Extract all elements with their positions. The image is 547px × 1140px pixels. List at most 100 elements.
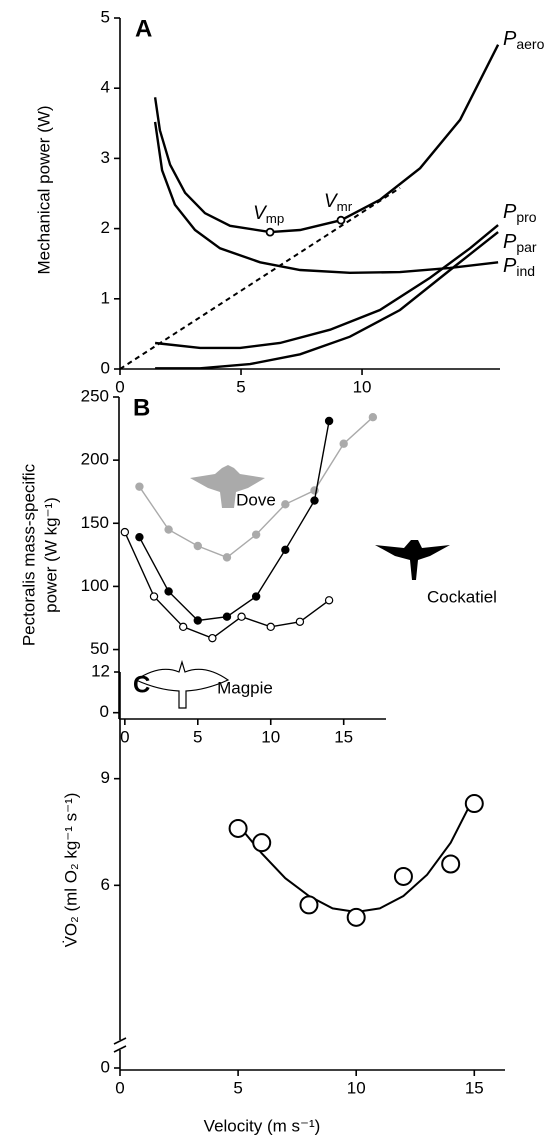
- series-label-sub: par: [516, 239, 537, 255]
- data-point: [324, 596, 334, 605]
- data-point: [295, 617, 305, 626]
- series-label: Cockatiel: [427, 587, 497, 606]
- data-point: [135, 482, 144, 491]
- data-point: [237, 612, 246, 621]
- series-label-main: P: [503, 255, 517, 277]
- data-point: [193, 616, 202, 625]
- data-point: [252, 833, 272, 853]
- series-label: Ppro: [503, 201, 537, 224]
- data-point: [228, 818, 248, 838]
- speed-marker: [265, 227, 275, 237]
- data-point: [222, 612, 232, 621]
- data-point: [281, 500, 290, 509]
- magpie-silhouette: [134, 659, 230, 709]
- data-point: [149, 592, 159, 601]
- y-tick-label: 3: [101, 148, 110, 167]
- data-point: [393, 866, 413, 886]
- data-point: [346, 907, 366, 927]
- y-tick-label: 9: [101, 768, 110, 787]
- y-axis-label: V̇O₂ (ml O₂ kg⁻¹ s⁻¹): [61, 793, 80, 948]
- series-label-sub: ind: [516, 263, 535, 279]
- x-tick-label: 0: [115, 377, 124, 396]
- series-label-main: P: [503, 201, 517, 223]
- y-tick-label: 150: [81, 513, 109, 532]
- x-tick-label: 15: [465, 1078, 484, 1097]
- speed-label: Vmp: [253, 203, 284, 226]
- data-point: [299, 895, 319, 915]
- x-tick-label: 0: [120, 727, 129, 746]
- speed-label: Vmr: [324, 191, 353, 214]
- y-tick-label: 2: [101, 218, 110, 237]
- speed-marker: [336, 215, 346, 225]
- y-tick-label: 0: [101, 358, 110, 377]
- data-point: [464, 794, 484, 814]
- speed-label-main: V: [253, 203, 268, 224]
- x-axis-label: Velocity (m s⁻¹): [204, 1116, 321, 1135]
- y-axis-label: power (W kg⁻¹): [41, 497, 60, 613]
- y-axis-label: Mechanical power (W): [34, 105, 53, 274]
- speed-label-sub: mp: [266, 211, 284, 226]
- x-tick-label: 0: [115, 1078, 124, 1097]
- data-point: [135, 532, 144, 542]
- y-tick-label: 1: [101, 288, 110, 307]
- panel-label: C: [133, 671, 150, 698]
- series-label: Ppar: [503, 231, 537, 254]
- series-label-main: P: [503, 231, 517, 253]
- y-tick-label: 100: [81, 576, 109, 595]
- series-line: [154, 224, 499, 350]
- speed-label-sub: mr: [337, 199, 353, 214]
- data-point: [266, 622, 275, 632]
- data-point: [281, 545, 290, 554]
- x-tick-label: 10: [347, 1078, 366, 1097]
- x-tick-label: 5: [193, 727, 202, 746]
- y-tick-label: 12: [91, 661, 110, 680]
- series-line: [155, 231, 499, 370]
- data-point: [193, 541, 202, 551]
- data-point: [441, 854, 461, 874]
- axis-break: [113, 1037, 127, 1045]
- series-label-main: P: [503, 28, 517, 50]
- data-point: [222, 553, 232, 562]
- data-point: [208, 633, 217, 643]
- data-point: [251, 592, 261, 601]
- y-tick-label: 0: [101, 1057, 110, 1076]
- dove-silhouette: [190, 465, 265, 508]
- data-point: [324, 416, 334, 426]
- data-point: [120, 527, 130, 537]
- data-point: [164, 525, 173, 534]
- data-point: [339, 439, 348, 448]
- cockatiel-silhouette: [375, 540, 450, 580]
- y-tick-label: 50: [90, 639, 109, 658]
- panel-label: B: [133, 394, 150, 421]
- data-point: [178, 622, 188, 632]
- series-label: Paero: [503, 28, 545, 51]
- series-label: Dove: [236, 490, 276, 509]
- y-tick-label: 0: [100, 702, 109, 721]
- y-tick-label: 6: [101, 875, 110, 894]
- x-tick-label: 15: [334, 727, 353, 746]
- data-point: [251, 530, 261, 539]
- x-tick-label: 5: [236, 377, 245, 396]
- series-line: [153, 121, 499, 275]
- series-line: [124, 531, 330, 639]
- y-tick-label: 250: [81, 386, 109, 405]
- x-tick-label: 10: [261, 727, 280, 746]
- y-tick-label: 4: [101, 78, 110, 97]
- x-tick-label: 5: [233, 1078, 242, 1097]
- y-tick-label: 200: [81, 450, 109, 469]
- series-line: [138, 420, 330, 622]
- tangent-line: [119, 187, 401, 370]
- panel-label: A: [135, 15, 152, 42]
- data-point: [164, 587, 173, 596]
- y-tick-label: 5: [101, 7, 110, 26]
- y-axis-label: Pectoralis mass-specific: [19, 463, 38, 646]
- fit-curve: [237, 795, 476, 914]
- x-tick-label: 10: [353, 377, 372, 396]
- series-label: Pind: [503, 255, 535, 278]
- axis-break: [113, 1045, 127, 1053]
- series-label-sub: aero: [516, 36, 544, 52]
- speed-label-main: V: [324, 191, 339, 212]
- data-point: [368, 413, 378, 422]
